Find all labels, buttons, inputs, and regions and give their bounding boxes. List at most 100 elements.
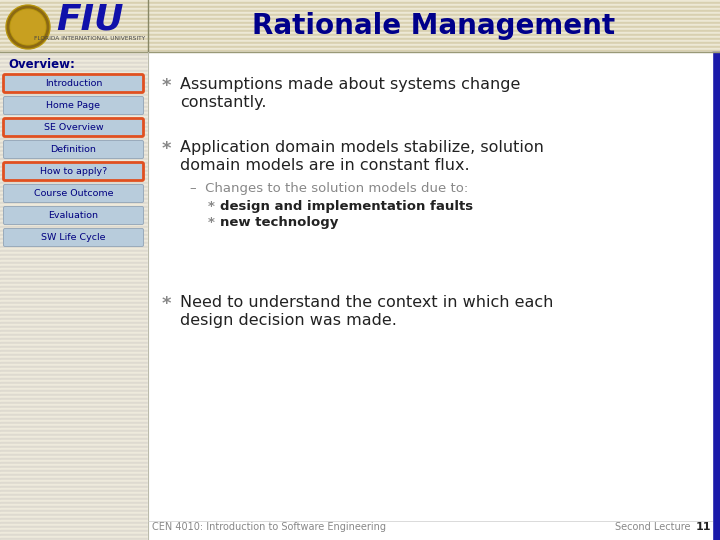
Bar	[0, 478, 148, 480]
Bar	[0, 482, 148, 484]
Bar	[0, 406, 148, 408]
Text: Evaluation: Evaluation	[48, 211, 99, 220]
Bar	[0, 272, 148, 274]
Bar	[0, 524, 148, 526]
Text: SW Life Cycle: SW Life Cycle	[41, 233, 106, 242]
Bar	[0, 146, 148, 148]
Bar	[0, 390, 148, 392]
Bar	[0, 16, 720, 18]
Bar	[0, 506, 148, 508]
Text: *: *	[162, 140, 171, 158]
Bar	[0, 210, 148, 212]
Bar	[0, 504, 148, 506]
Bar	[0, 496, 148, 498]
Bar	[0, 404, 148, 406]
Bar	[0, 270, 148, 272]
Bar	[0, 188, 148, 190]
Bar	[0, 28, 720, 30]
Bar	[0, 436, 148, 438]
Bar	[0, 502, 148, 504]
Bar	[0, 438, 148, 440]
Bar	[0, 220, 148, 222]
Bar	[0, 500, 148, 502]
Bar	[0, 62, 148, 64]
Bar	[0, 228, 148, 230]
Bar	[0, 130, 148, 132]
Bar	[0, 360, 148, 362]
Bar	[0, 32, 720, 34]
Bar	[0, 334, 148, 336]
Bar	[0, 208, 148, 210]
Bar	[0, 216, 148, 218]
Bar	[0, 224, 148, 226]
Text: SE Overview: SE Overview	[44, 123, 103, 132]
Bar	[0, 92, 148, 94]
Bar	[0, 268, 148, 270]
Bar	[0, 464, 148, 466]
Bar	[0, 206, 148, 208]
Bar	[0, 468, 148, 470]
Bar	[0, 512, 148, 514]
Bar	[0, 530, 148, 532]
Bar	[0, 362, 148, 364]
Bar	[0, 300, 148, 302]
Bar	[0, 370, 148, 372]
Bar	[0, 296, 148, 298]
Bar	[0, 2, 720, 4]
Text: *: *	[208, 200, 215, 213]
Bar	[0, 394, 148, 396]
Bar	[0, 54, 148, 56]
Bar	[0, 84, 148, 86]
Text: Overview:: Overview:	[8, 57, 75, 71]
Bar	[0, 194, 148, 196]
Bar	[0, 516, 148, 518]
Bar	[0, 160, 148, 162]
Bar	[0, 192, 148, 194]
Bar	[0, 470, 148, 472]
Bar	[0, 106, 148, 108]
Bar	[0, 256, 148, 258]
Bar	[0, 138, 148, 140]
Bar	[0, 372, 148, 374]
Bar	[0, 238, 148, 240]
FancyBboxPatch shape	[4, 118, 143, 137]
Bar	[0, 322, 148, 324]
Bar	[0, 448, 148, 450]
Bar	[0, 284, 148, 286]
Bar	[0, 526, 148, 528]
Bar	[0, 40, 720, 42]
FancyBboxPatch shape	[4, 75, 143, 92]
Bar	[0, 480, 148, 482]
Bar	[0, 174, 148, 176]
Bar	[0, 254, 148, 256]
Bar	[0, 94, 148, 96]
Bar	[0, 262, 148, 264]
Bar	[0, 44, 720, 46]
Bar	[0, 222, 148, 224]
Bar	[0, 400, 148, 402]
Bar	[0, 176, 148, 178]
Bar	[0, 332, 148, 334]
Bar	[0, 348, 148, 350]
Bar	[0, 8, 720, 10]
Bar	[0, 492, 148, 494]
Bar	[0, 202, 148, 204]
Bar	[0, 310, 148, 312]
Bar	[0, 292, 148, 294]
Bar	[0, 178, 148, 180]
Text: Need to understand the context in which each: Need to understand the context in which …	[180, 295, 554, 310]
Bar	[0, 280, 148, 282]
Bar	[0, 0, 720, 2]
Text: Introduction: Introduction	[45, 79, 102, 88]
Text: Home Page: Home Page	[47, 101, 101, 110]
Bar	[0, 308, 148, 310]
Bar	[0, 264, 148, 266]
Bar	[0, 420, 148, 422]
Bar	[0, 46, 720, 48]
Bar	[0, 126, 148, 128]
Bar	[0, 76, 148, 78]
Bar	[0, 458, 148, 460]
Text: Assumptions made about systems change: Assumptions made about systems change	[180, 77, 521, 92]
Bar	[0, 128, 148, 130]
Text: Application domain models stabilize, solution: Application domain models stabilize, sol…	[180, 140, 544, 155]
